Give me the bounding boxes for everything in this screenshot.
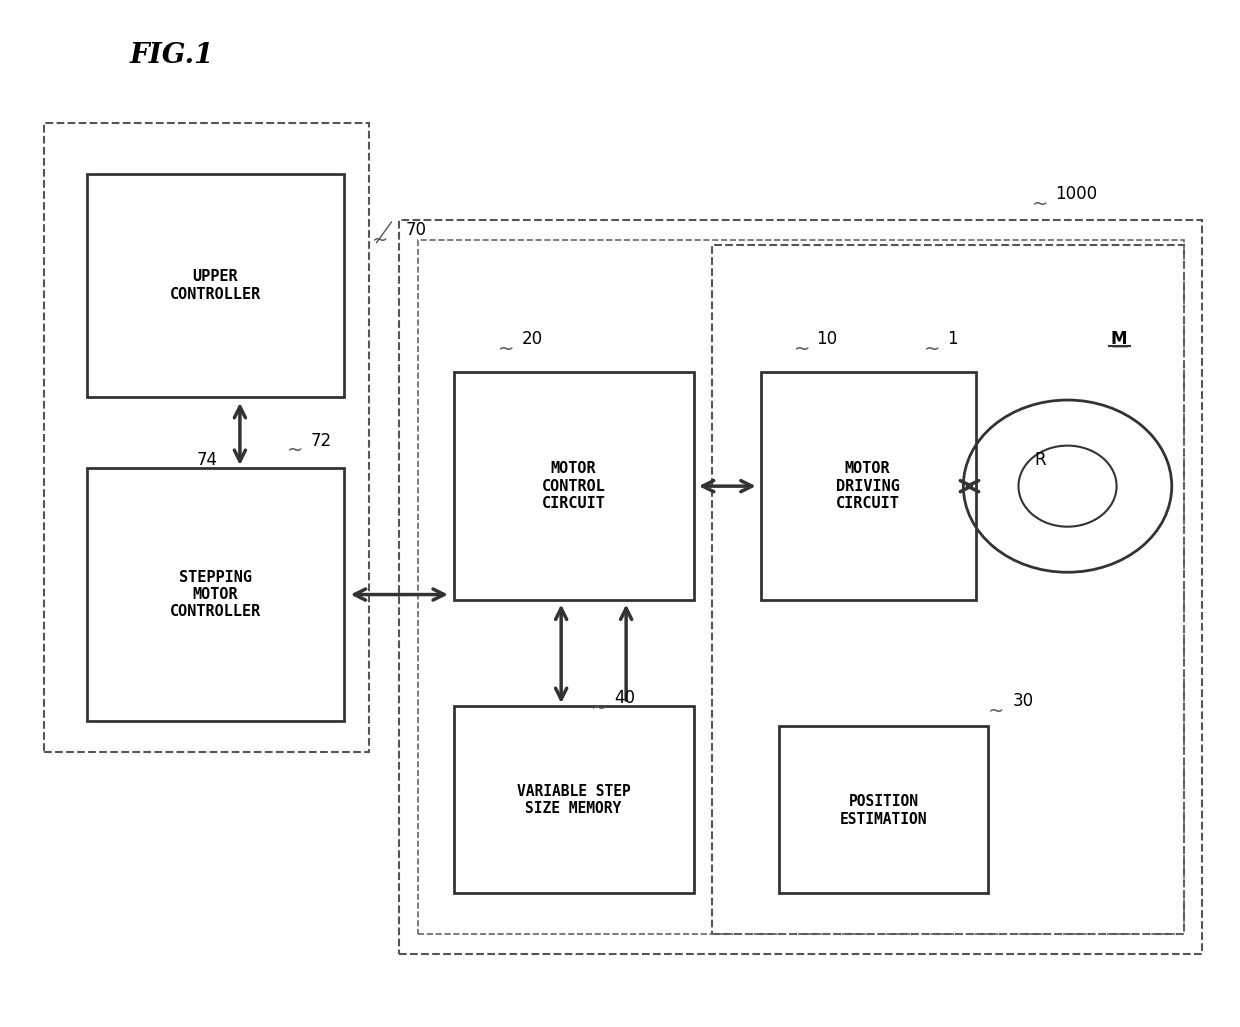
FancyBboxPatch shape xyxy=(761,372,976,600)
FancyBboxPatch shape xyxy=(455,706,693,893)
Text: M: M xyxy=(1111,331,1127,348)
Text: ~: ~ xyxy=(372,230,388,250)
FancyBboxPatch shape xyxy=(87,468,345,721)
Text: ~: ~ xyxy=(286,442,303,460)
Text: 74: 74 xyxy=(197,451,218,468)
Text: ~: ~ xyxy=(497,340,513,358)
FancyBboxPatch shape xyxy=(455,372,693,600)
Text: STEPPING
MOTOR
CONTROLLER: STEPPING MOTOR CONTROLLER xyxy=(170,570,260,619)
Text: VARIABLE STEP
SIZE MEMORY: VARIABLE STEP SIZE MEMORY xyxy=(517,784,630,816)
Text: MOTOR
DRIVING
CIRCUIT: MOTOR DRIVING CIRCUIT xyxy=(836,461,899,511)
Text: MOTOR
CONTROL
CIRCUIT: MOTOR CONTROL CIRCUIT xyxy=(542,461,605,511)
Text: 1: 1 xyxy=(947,331,959,348)
Text: 10: 10 xyxy=(816,331,837,348)
FancyBboxPatch shape xyxy=(780,726,988,893)
Text: UPPER
CONTROLLER: UPPER CONTROLLER xyxy=(170,269,260,302)
Text: R: R xyxy=(1034,451,1047,468)
Text: 1000: 1000 xyxy=(1055,185,1097,203)
FancyBboxPatch shape xyxy=(87,175,345,397)
Text: ~: ~ xyxy=(1032,195,1048,214)
Text: ~: ~ xyxy=(924,340,940,358)
Text: FIG.1: FIG.1 xyxy=(129,42,215,70)
Text: ~: ~ xyxy=(988,701,1004,721)
Text: 40: 40 xyxy=(614,689,635,707)
Text: 72: 72 xyxy=(311,431,332,450)
Text: 70: 70 xyxy=(405,221,427,239)
Text: POSITION
ESTIMATION: POSITION ESTIMATION xyxy=(839,794,928,827)
Text: ~: ~ xyxy=(794,340,811,358)
Text: 30: 30 xyxy=(1012,692,1033,710)
Text: 20: 20 xyxy=(522,331,543,348)
Text: ~: ~ xyxy=(590,698,606,718)
